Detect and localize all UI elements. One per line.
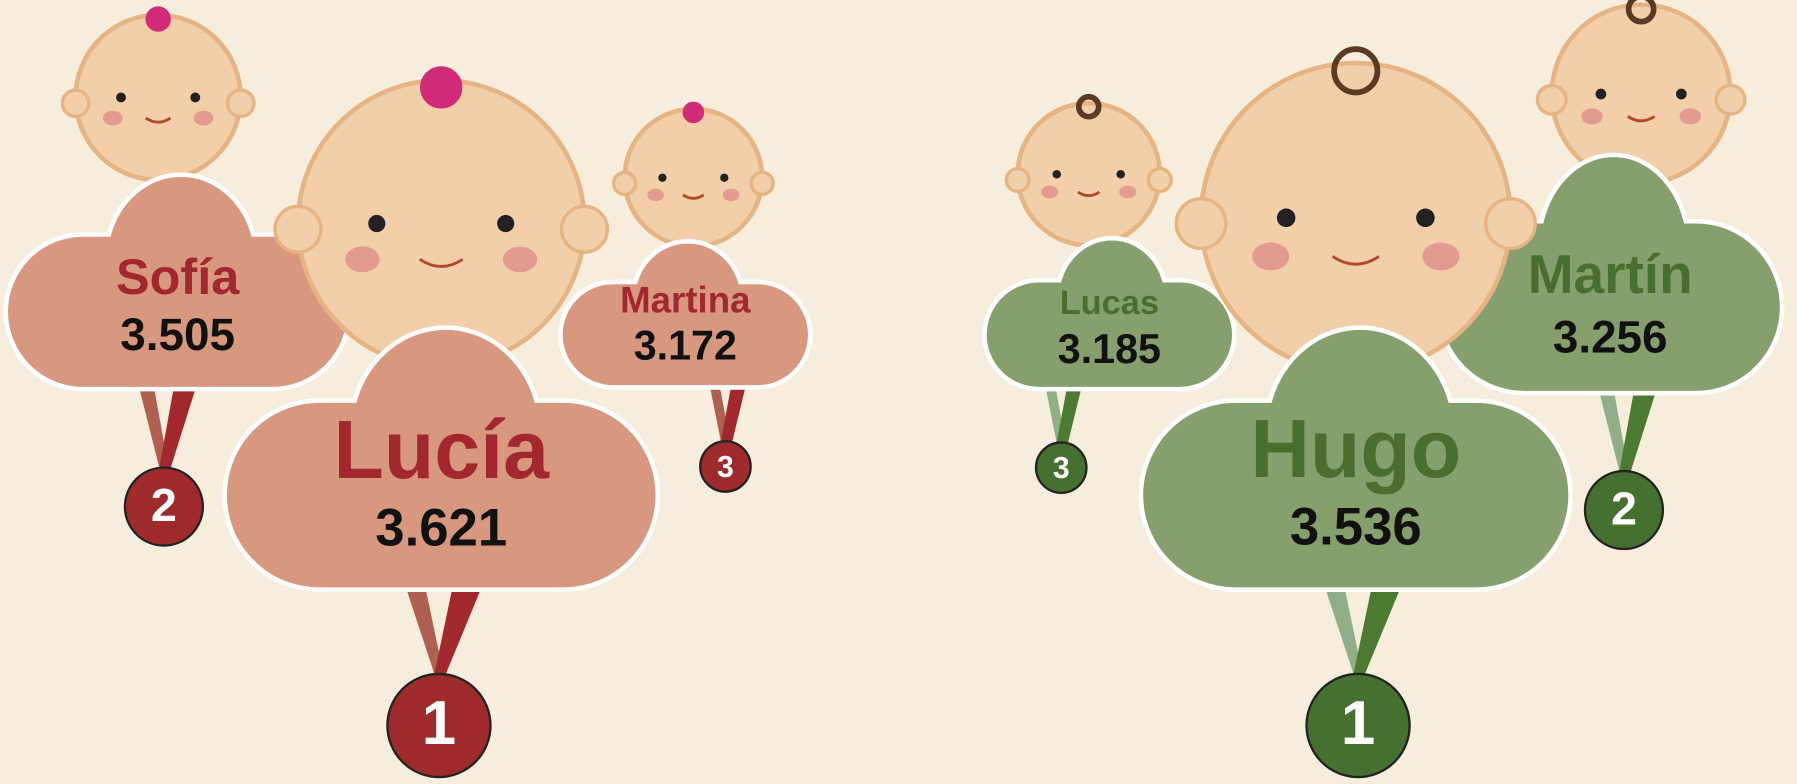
birth-count: 3.256 (1553, 312, 1668, 363)
baby-name: Martín (1528, 243, 1693, 305)
baby-ear (614, 172, 636, 194)
baby-eye (1416, 209, 1435, 228)
baby-ear (1006, 169, 1029, 192)
baby-eye (1053, 170, 1062, 179)
baby-eye (497, 215, 514, 232)
baby-accessory (421, 67, 461, 107)
baby-name: Lucas (1060, 284, 1159, 322)
baby-cheek (194, 111, 214, 126)
birth-count: 3.621 (375, 499, 507, 558)
baby-cheek (503, 246, 537, 272)
baby-ear (1486, 199, 1536, 249)
baby-head (298, 80, 585, 367)
medal-rank: 2 (151, 479, 177, 531)
baby-eye (1596, 89, 1607, 100)
baby-head (1018, 103, 1160, 245)
baby-ear (1176, 199, 1226, 249)
baby-cheek (1581, 108, 1602, 124)
baby-name: Hugo (1250, 403, 1461, 495)
medal-rank: 3 (1053, 452, 1070, 485)
baby-accessory (147, 8, 170, 31)
baby-eye (720, 174, 728, 182)
baby-eye (190, 93, 200, 103)
baby-eye (658, 174, 666, 182)
baby-eye (1277, 209, 1296, 228)
baby-eye (116, 93, 126, 103)
baby-ear (1148, 169, 1171, 192)
medal-rank: 1 (422, 689, 456, 758)
birth-count: 3.185 (1058, 326, 1161, 372)
baby-eye (368, 215, 385, 232)
baby-head (625, 109, 763, 247)
baby-cheek (1119, 186, 1136, 199)
baby-cheek (723, 189, 740, 201)
baby-eye (1116, 170, 1125, 179)
baby-ear (227, 90, 253, 116)
baby-head (1552, 5, 1731, 184)
baby-name: Martina (620, 279, 751, 320)
baby-cheek (1252, 243, 1289, 271)
baby-accessory (684, 103, 703, 122)
baby-cheek (1422, 243, 1459, 271)
baby-head (76, 15, 241, 180)
baby-ear (562, 206, 608, 252)
baby-name: Lucía (333, 404, 550, 496)
baby-cheek (647, 189, 664, 201)
baby-ear (1716, 85, 1745, 114)
baby-cheek (345, 246, 379, 272)
baby-eye (1676, 89, 1687, 100)
medal-rank: 1 (1341, 689, 1375, 758)
baby-cheek (103, 111, 123, 126)
birth-count: 3.536 (1290, 498, 1422, 557)
medal-rank: 3 (717, 451, 734, 484)
baby-ear (275, 206, 321, 252)
baby-ear (751, 172, 773, 194)
baby-cheek (1041, 186, 1058, 199)
baby-ear (1537, 85, 1566, 114)
baby-ear (62, 90, 88, 116)
baby-cheek (1680, 108, 1701, 124)
birth-count: 3.505 (120, 309, 235, 360)
birth-count: 3.172 (634, 322, 737, 368)
infographic: Sofía3.505 2 Martina3.172 3 Lucía3.621 1 Lucas… (0, 0, 1797, 784)
baby-name: Sofía (116, 248, 240, 305)
medal-rank: 2 (1611, 483, 1637, 535)
